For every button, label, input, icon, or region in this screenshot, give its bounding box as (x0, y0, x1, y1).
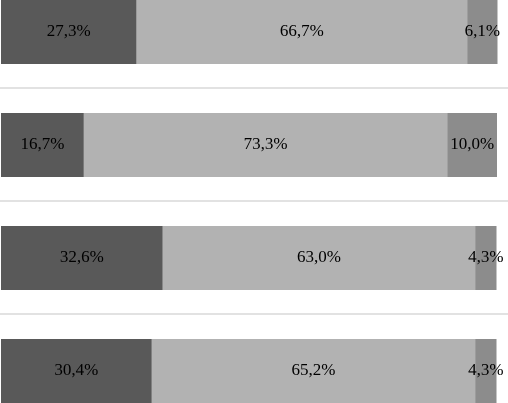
value-label: 65,2% (292, 360, 336, 379)
value-label: 10,0% (450, 134, 494, 153)
value-label: 4,3% (468, 247, 503, 266)
bar-segment (467, 0, 498, 64)
bar-segment (162, 226, 476, 290)
bar-segment (1, 226, 163, 290)
value-label: 63,0% (297, 247, 341, 266)
bar-segment (1, 0, 137, 64)
value-label: 27,3% (47, 21, 91, 40)
bar-segment (447, 113, 497, 177)
bar-segment (1, 113, 84, 177)
value-label: 32,6% (60, 247, 104, 266)
bar-segment (151, 339, 476, 403)
bar-segment (1, 339, 152, 403)
value-label: 66,7% (280, 21, 324, 40)
value-label: 16,7% (20, 134, 64, 153)
value-label: 30,4% (54, 360, 98, 379)
bar-segment (475, 226, 497, 290)
bar-segment (136, 0, 468, 64)
value-label: 73,3% (244, 134, 288, 153)
bar-segment (83, 113, 448, 177)
bar-segment (475, 339, 497, 403)
value-label: 4,3% (468, 360, 503, 379)
value-label: 6,1% (465, 21, 500, 40)
